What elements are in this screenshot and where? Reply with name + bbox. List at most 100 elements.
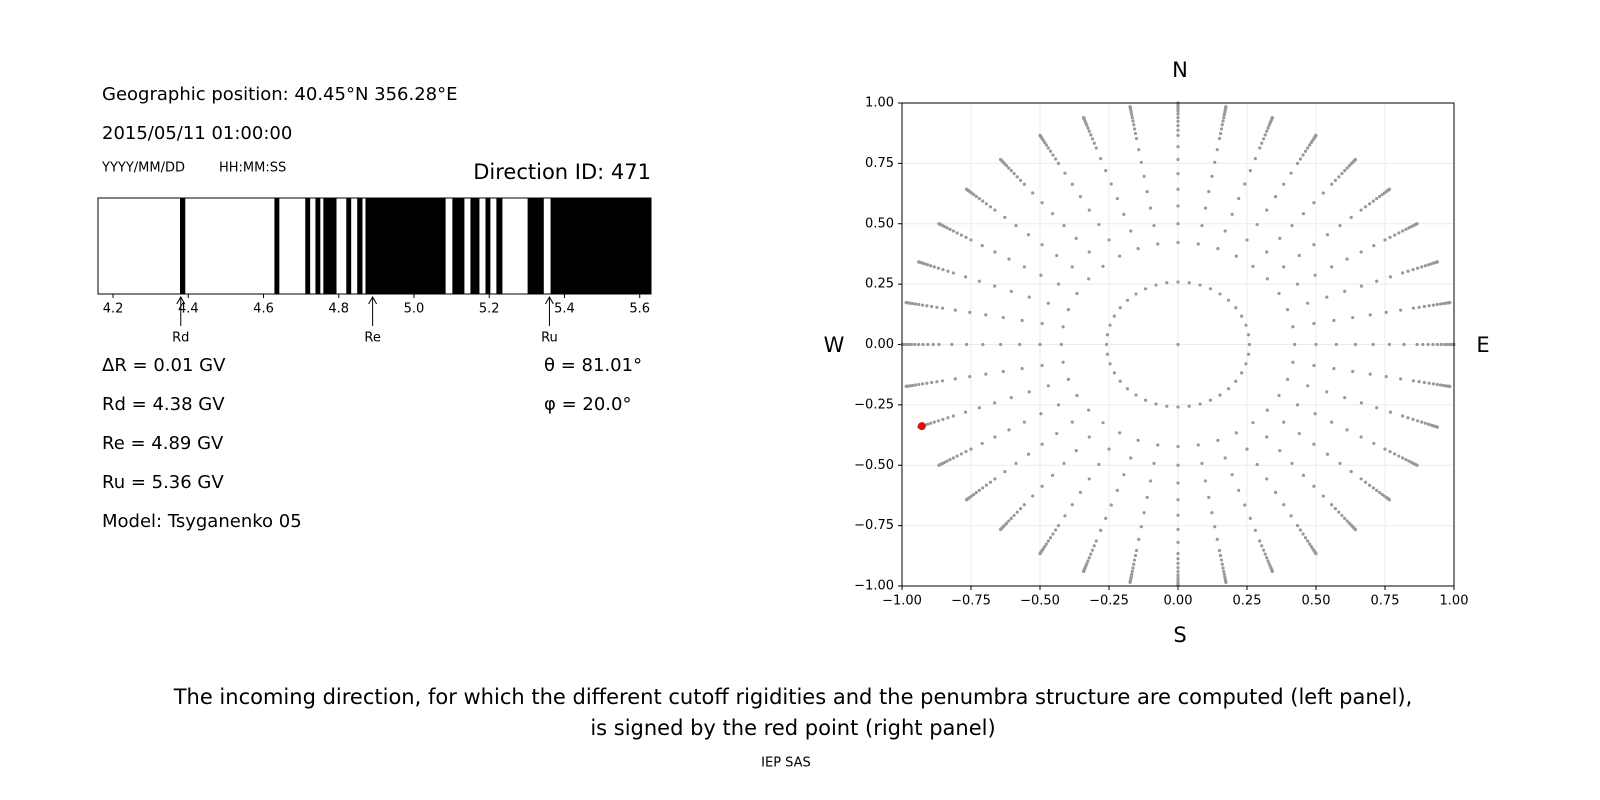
direction-dot bbox=[1094, 539, 1098, 543]
direction-dot bbox=[1115, 488, 1119, 492]
direction-dot bbox=[906, 342, 911, 347]
direction-dot bbox=[1129, 456, 1133, 460]
direction-dot bbox=[1353, 527, 1358, 532]
direction-dot bbox=[920, 382, 925, 386]
direction-dot bbox=[1265, 129, 1269, 133]
direction-dot bbox=[1104, 516, 1108, 520]
y-tick-label: 0.75 bbox=[865, 156, 894, 171]
direction-dot bbox=[1340, 513, 1344, 518]
direction-dot bbox=[1046, 146, 1050, 150]
direction-dot bbox=[1101, 421, 1105, 425]
direction-dot bbox=[1416, 419, 1420, 423]
direction-dot bbox=[1009, 289, 1013, 294]
direction-dot bbox=[984, 313, 988, 317]
direction-dot bbox=[1388, 410, 1393, 414]
direction-dot bbox=[993, 208, 997, 212]
direction-dot bbox=[1196, 443, 1200, 447]
direction-dot bbox=[1295, 524, 1300, 528]
direction-dot bbox=[964, 450, 968, 454]
direction-dot bbox=[1314, 342, 1318, 347]
direction-dot bbox=[959, 452, 963, 456]
direction-dot bbox=[1125, 387, 1130, 391]
direction-dot bbox=[1176, 145, 1180, 149]
direction-dot bbox=[1018, 342, 1022, 347]
direction-dot bbox=[1089, 133, 1093, 137]
direction-dot bbox=[1143, 398, 1148, 402]
parameter: Rd = 4.38 GV bbox=[102, 394, 225, 415]
direction-dot bbox=[1295, 403, 1300, 407]
direction-dot bbox=[1297, 253, 1301, 258]
direction-dot bbox=[1092, 141, 1096, 145]
direction-dot bbox=[1325, 452, 1330, 456]
direction-dot bbox=[1306, 384, 1310, 388]
direction-dot bbox=[1402, 342, 1406, 347]
y-tick-label: 1.00 bbox=[865, 96, 894, 111]
direction-dot bbox=[948, 458, 952, 462]
direction-dot bbox=[1087, 129, 1091, 133]
direction-dot bbox=[1137, 537, 1141, 541]
direction-dot bbox=[1338, 223, 1342, 228]
direction-dot bbox=[1282, 503, 1286, 507]
direction-dot bbox=[1330, 265, 1334, 269]
direction-dot bbox=[951, 456, 955, 460]
direction-dot bbox=[974, 490, 978, 495]
direction-dot bbox=[1313, 412, 1317, 416]
time-format: HH:MM:SS bbox=[219, 161, 286, 176]
direction-dot bbox=[1303, 149, 1308, 153]
direction-dot bbox=[1426, 263, 1431, 267]
direction-dot bbox=[1134, 548, 1139, 553]
direction-dot bbox=[1406, 416, 1410, 420]
direction-dot bbox=[1207, 495, 1211, 499]
direction-dot bbox=[964, 235, 968, 239]
direction-dot bbox=[1215, 537, 1219, 541]
parameter: Ru = 5.36 GV bbox=[102, 472, 224, 493]
direction-dot bbox=[1176, 573, 1180, 577]
direction-dot bbox=[1312, 201, 1316, 205]
direction-dot bbox=[998, 527, 1003, 532]
direction-dot bbox=[980, 441, 984, 446]
x-tick-label: −0.25 bbox=[1089, 594, 1129, 609]
direction-dot bbox=[1343, 289, 1347, 294]
direction-dot bbox=[1145, 495, 1149, 499]
direction-dot bbox=[1234, 306, 1238, 310]
direction-dot bbox=[1020, 318, 1024, 323]
direction-dot bbox=[1143, 287, 1148, 291]
direction-dot bbox=[1234, 431, 1238, 435]
direction-dot bbox=[1156, 242, 1160, 246]
direction-dot bbox=[1176, 240, 1180, 245]
direction-dot bbox=[1415, 222, 1419, 226]
direction-dot bbox=[1070, 420, 1074, 424]
direction-dot bbox=[1044, 143, 1048, 147]
direction-dot bbox=[1009, 516, 1013, 520]
direction-dot bbox=[1401, 271, 1405, 275]
direction-dot bbox=[1099, 157, 1103, 161]
direction-dot bbox=[1176, 109, 1180, 113]
direction-dot bbox=[1176, 112, 1180, 116]
direction-dot bbox=[1061, 325, 1065, 329]
selected-direction bbox=[917, 422, 926, 431]
direction-dot bbox=[1040, 321, 1044, 326]
direction-dot bbox=[1048, 536, 1053, 540]
direction-dot bbox=[1435, 425, 1439, 429]
direction-dot bbox=[963, 410, 968, 414]
direction-dot bbox=[1351, 315, 1355, 320]
direction-dot bbox=[1208, 287, 1213, 291]
forbidden-band bbox=[305, 198, 311, 294]
direction-dot bbox=[953, 377, 957, 381]
direction-dot bbox=[1345, 519, 1349, 523]
direction-dot bbox=[1384, 310, 1388, 314]
x-tick-label: 1.00 bbox=[1440, 594, 1469, 609]
direction-dot bbox=[1399, 377, 1403, 381]
direction-dot bbox=[1375, 488, 1379, 492]
direction-dot bbox=[904, 384, 908, 389]
y-tick-label: −0.50 bbox=[854, 458, 894, 473]
direction-dot bbox=[1115, 197, 1119, 201]
direction-dot bbox=[1061, 360, 1065, 364]
direction-dot bbox=[913, 383, 918, 387]
direction-dot bbox=[981, 342, 985, 347]
direction-dot bbox=[941, 306, 945, 310]
x-tick-label: 5.4 bbox=[554, 302, 575, 317]
direction-dot bbox=[1260, 544, 1264, 548]
direction-dot bbox=[1020, 366, 1024, 371]
